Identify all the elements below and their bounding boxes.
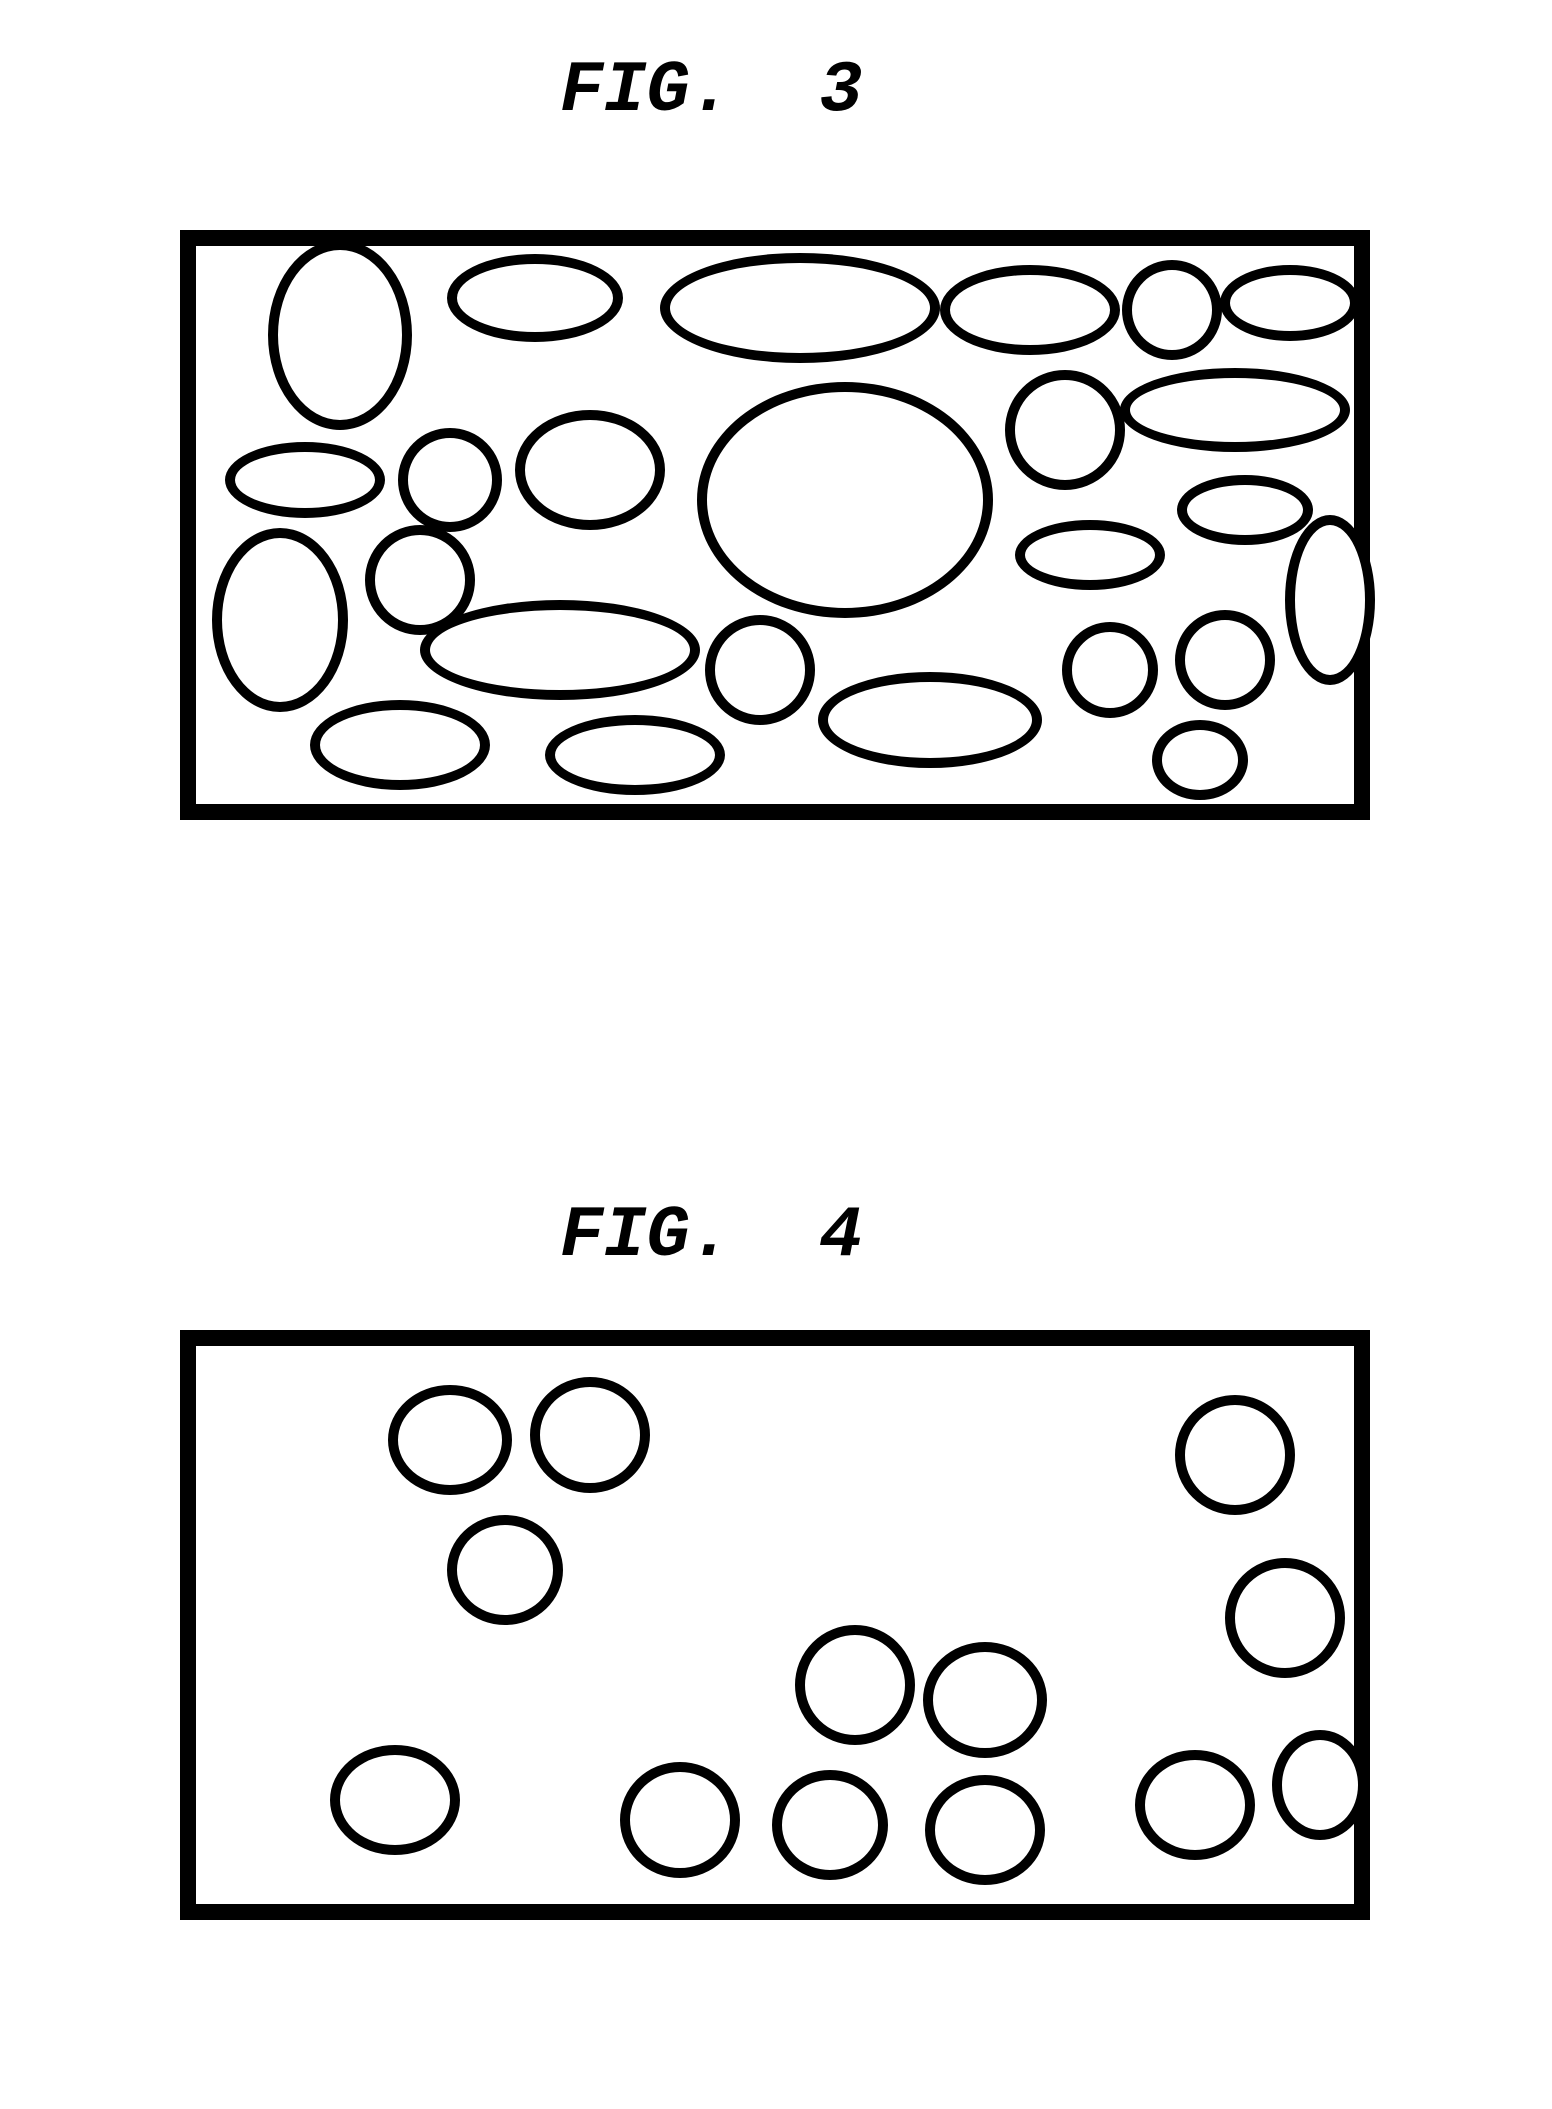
fig4-ellipse-10 [925, 1775, 1045, 1885]
fig3-ellipse-11 [1120, 368, 1350, 452]
fig3-ellipse-17 [705, 615, 815, 725]
fig4-ellipse-8 [620, 1762, 740, 1878]
fig4-ellipse-0 [388, 1385, 512, 1495]
fig4-ellipse-11 [1135, 1750, 1255, 1860]
fig3-ellipse-7 [398, 428, 502, 532]
fig3-ellipse-10 [1005, 370, 1125, 490]
fig3-ellipse-4 [1122, 260, 1222, 360]
fig4-ellipse-1 [530, 1377, 650, 1493]
fig4-label: FIG. 4 [560, 1195, 862, 1277]
fig3-ellipse-1 [447, 254, 623, 342]
fig4-ellipse-9 [772, 1770, 888, 1880]
fig3-ellipse-20 [1175, 610, 1275, 710]
fig3-ellipse-16 [420, 600, 700, 700]
fig3-ellipse-12 [1015, 520, 1165, 590]
fig3-ellipse-0 [268, 240, 412, 430]
fig3-label: FIG. 3 [560, 50, 862, 132]
fig3-ellipse-22 [310, 700, 490, 790]
fig3-ellipse-3 [940, 265, 1120, 355]
fig4-ellipse-7 [330, 1745, 460, 1855]
fig4-ellipse-3 [447, 1515, 563, 1625]
fig3-ellipse-5 [1220, 265, 1360, 341]
fig3-ellipse-8 [515, 410, 665, 530]
fig4-ellipse-2 [1175, 1395, 1295, 1515]
fig4-ellipse-4 [1225, 1558, 1345, 1678]
fig3-ellipse-23 [545, 715, 725, 795]
fig3-ellipse-6 [225, 442, 385, 518]
fig3-ellipse-2 [660, 253, 940, 363]
fig3-ellipse-19 [1062, 622, 1158, 718]
fig3-ellipse-18 [818, 672, 1042, 768]
fig3-ellipse-14 [212, 528, 348, 712]
fig3-ellipse-13 [1177, 475, 1313, 545]
fig3-ellipse-24 [1152, 720, 1248, 800]
fig4-ellipse-12 [1272, 1730, 1368, 1840]
fig3-ellipse-9 [697, 382, 993, 618]
fig4-ellipse-6 [923, 1642, 1047, 1758]
fig3-ellipse-21 [1285, 515, 1375, 685]
fig4-ellipse-5 [795, 1625, 915, 1745]
